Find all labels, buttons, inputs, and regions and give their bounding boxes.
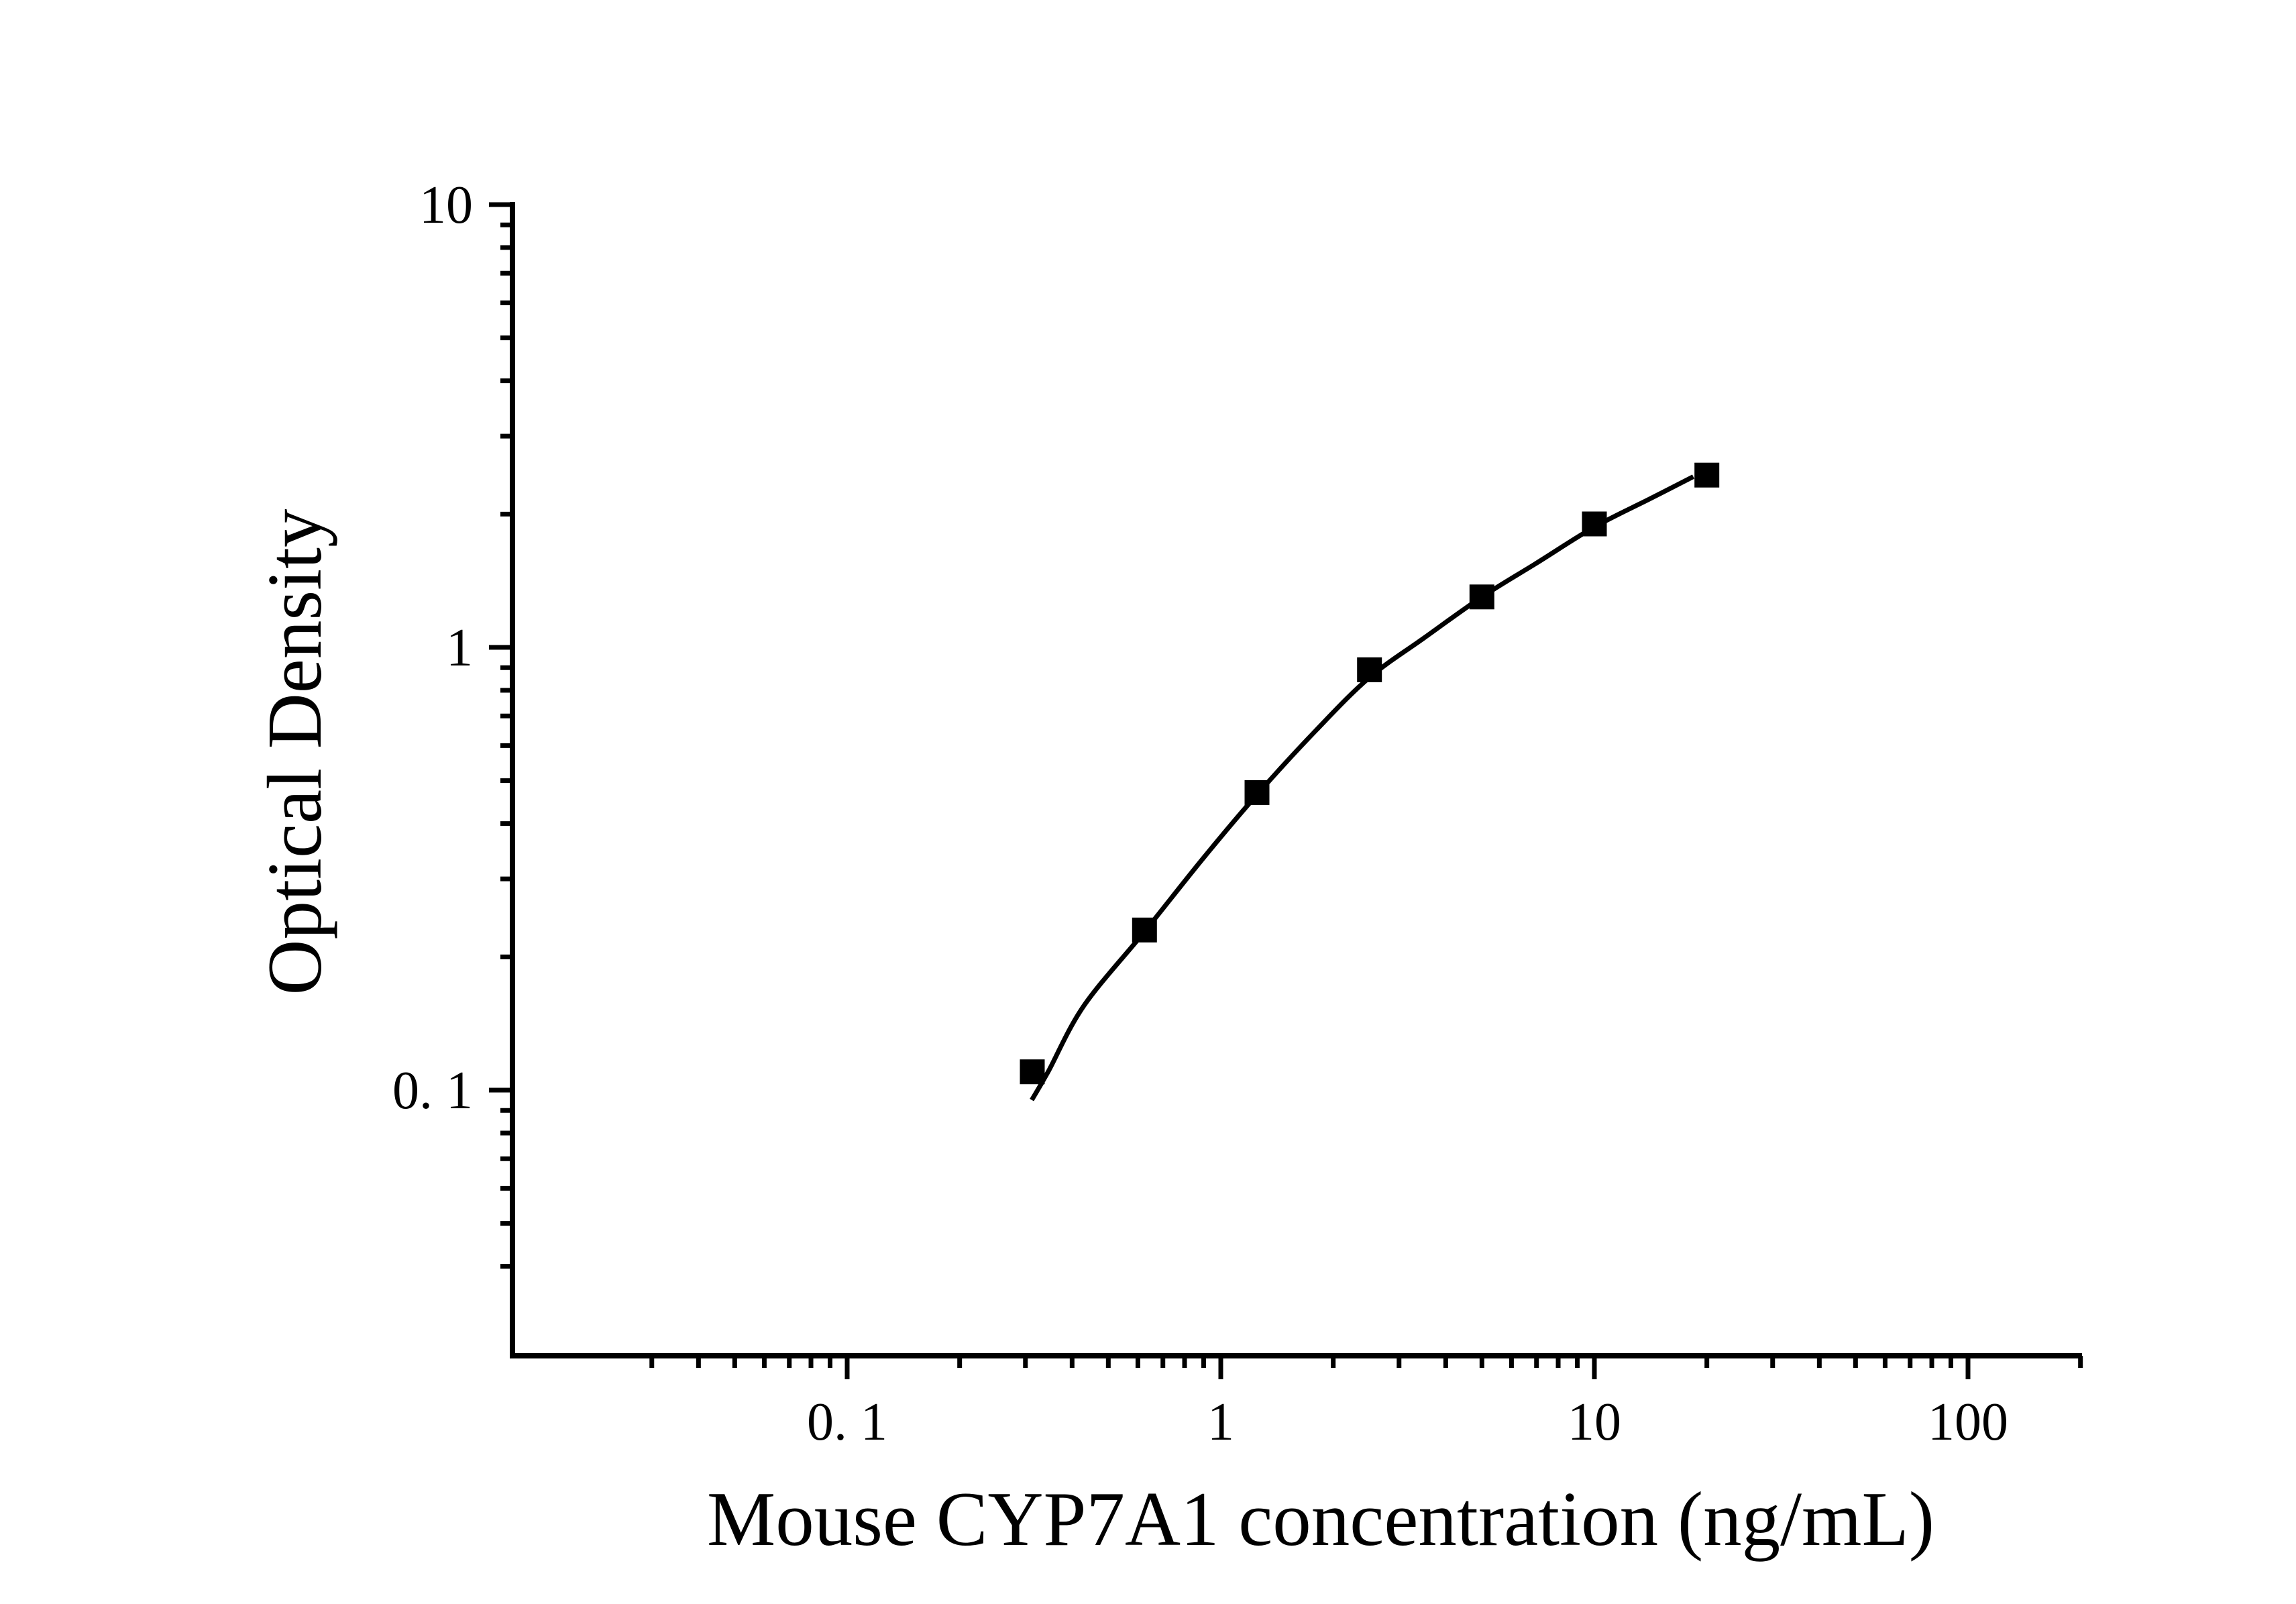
data-point-marker: [1020, 1059, 1045, 1085]
x-tick-label: 1: [1207, 1393, 1234, 1452]
fit-curve-line: [1030, 474, 1695, 1102]
axes: [510, 202, 2082, 1358]
x-axis-title: Mouse CYP7A1 concentration (ng/mL): [707, 1477, 1934, 1562]
x-tick-label: 100: [1928, 1393, 2008, 1452]
y-tick-label: 10: [419, 176, 473, 235]
fit-curve: [1030, 474, 1695, 1102]
y-axis-title: Optical Density: [252, 509, 337, 995]
tick-labels: 0. 1 1 10 100 0. 1 1 10: [392, 176, 2008, 1452]
data-point-markers: [1020, 462, 1720, 1085]
data-point-marker: [1244, 780, 1270, 805]
y-tick-label: 1: [446, 619, 473, 678]
axis-ticks: [489, 202, 2083, 1379]
data-point-marker: [1469, 584, 1494, 610]
data-point-marker: [1132, 917, 1157, 943]
x-tick-label: 10: [1568, 1393, 1621, 1452]
data-point-marker: [1694, 462, 1720, 488]
y-tick-label: 0. 1: [392, 1061, 473, 1120]
x-tick-label: 0. 1: [807, 1393, 887, 1452]
data-point-marker: [1582, 511, 1607, 537]
data-point-marker: [1357, 657, 1382, 682]
